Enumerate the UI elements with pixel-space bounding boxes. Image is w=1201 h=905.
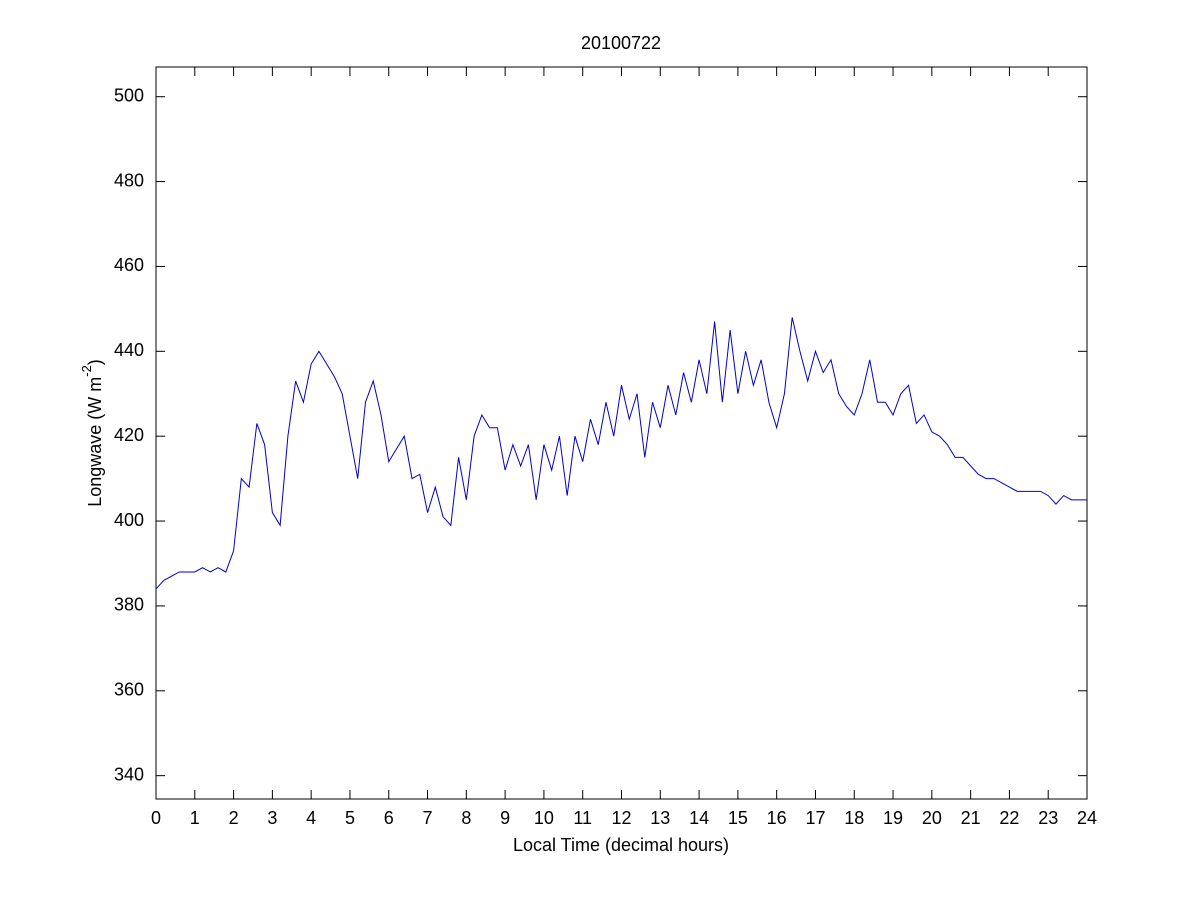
x-tick-label: 17 bbox=[805, 808, 825, 828]
x-tick-label: 19 bbox=[883, 808, 903, 828]
y-axis-label-end: ) bbox=[85, 359, 105, 365]
x-tick-label: 9 bbox=[500, 808, 510, 828]
x-tick-label: 11 bbox=[573, 808, 592, 828]
y-axis-label-sup: -2 bbox=[79, 365, 94, 377]
x-tick-label: 4 bbox=[306, 808, 316, 828]
y-tick-label: 440 bbox=[114, 340, 144, 360]
x-tick-label: 24 bbox=[1077, 808, 1097, 828]
x-tick-label: 21 bbox=[961, 808, 981, 828]
y-tick-label: 380 bbox=[114, 595, 144, 615]
x-axis-label: Local Time (decimal hours) bbox=[513, 835, 729, 855]
y-tick-label: 480 bbox=[114, 170, 144, 190]
x-tick-label: 16 bbox=[767, 808, 787, 828]
x-tick-label: 10 bbox=[534, 808, 554, 828]
x-tick-label: 13 bbox=[650, 808, 670, 828]
x-tick-label: 15 bbox=[728, 808, 748, 828]
x-tick-label: 3 bbox=[267, 808, 277, 828]
y-tick-label: 460 bbox=[114, 255, 144, 275]
y-tick-label: 420 bbox=[114, 425, 144, 445]
x-tick-label: 2 bbox=[229, 808, 239, 828]
y-tick-label: 500 bbox=[114, 85, 144, 105]
data-line bbox=[155, 317, 1087, 590]
x-tick-label: 6 bbox=[384, 808, 394, 828]
x-tick-label: 20 bbox=[922, 808, 942, 828]
x-tick-label: 14 bbox=[689, 808, 709, 828]
x-tick-label: 1 bbox=[190, 808, 200, 828]
x-tick-label: 23 bbox=[1038, 808, 1058, 828]
x-tick-label: 22 bbox=[999, 808, 1019, 828]
y-tick-label: 400 bbox=[114, 510, 144, 530]
x-tick-label: 0 bbox=[151, 808, 161, 828]
x-tick-label: 7 bbox=[423, 808, 433, 828]
plot-area bbox=[155, 66, 1088, 800]
y-axis-label: Longwave (W m-2) bbox=[79, 359, 104, 507]
x-tick-label: 18 bbox=[844, 808, 864, 828]
x-tick-label: 8 bbox=[461, 808, 471, 828]
y-axis-label-main: Longwave (W m bbox=[85, 377, 105, 507]
x-tick-label: 5 bbox=[345, 808, 355, 828]
y-tick-label: 360 bbox=[114, 680, 144, 700]
chart-title: 20100722 bbox=[581, 33, 661, 53]
y-tick-label: 340 bbox=[114, 764, 144, 784]
x-tick-label: 12 bbox=[611, 808, 631, 828]
